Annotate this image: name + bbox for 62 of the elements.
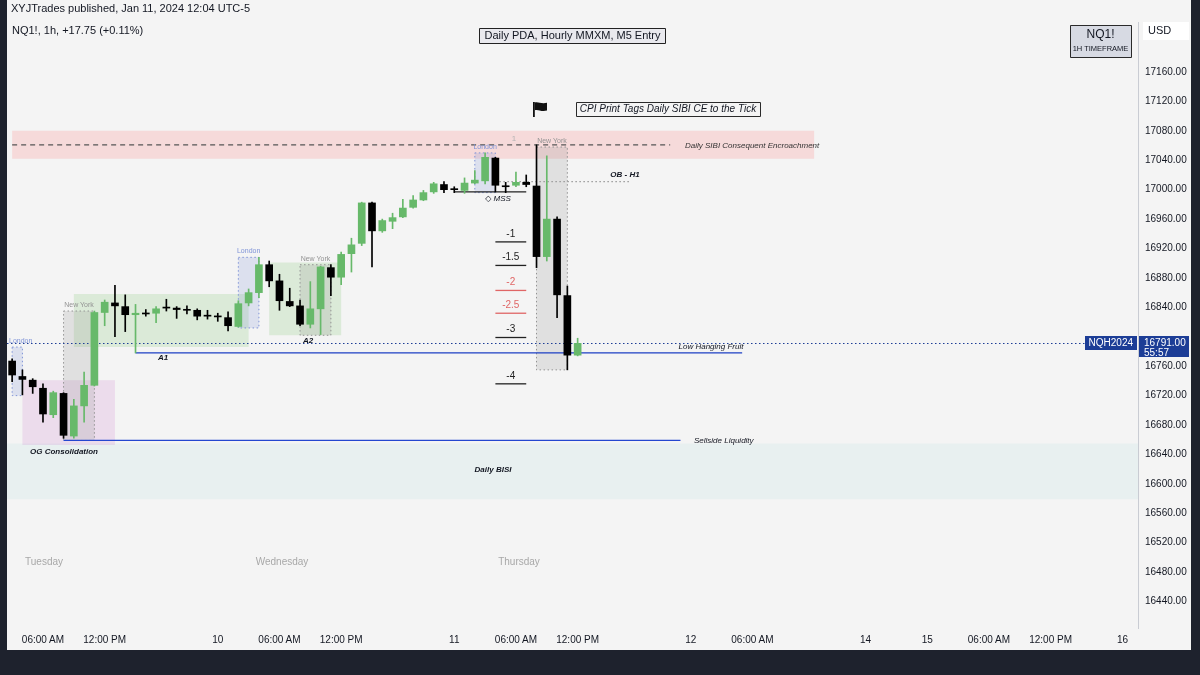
annotation: Thursday [498,555,540,567]
chart-subtitle: NQ1!, 1h, +17.75 (+0.11%) [12,24,144,37]
y-tick-label: 16720.00 [1145,389,1188,401]
x-tick-label: 12:00 PM [556,633,600,645]
candlestick [450,186,459,193]
y-tick-label: 16560.00 [1145,507,1188,519]
x-tick-label: 06:00 AM [21,633,65,645]
series-label: -3 [506,323,516,335]
text: 55:57 [1144,346,1170,358]
x-tick-label: 16 [1117,633,1129,645]
series-label: -1 [506,227,516,239]
annotation: Sellside Liquidity [694,436,755,446]
x-tick-label: 12:00 PM [1029,633,1073,645]
annotation: OB - H1 [610,170,641,180]
x-tick-label: 06:00 AM [967,633,1011,645]
y-tick-label: 17040.00 [1145,154,1188,166]
y-tick-label: 17080.00 [1145,124,1188,136]
y-tick-label: 16760.00 [1145,359,1188,371]
y-tick-label: 16520.00 [1145,536,1188,548]
annotation: ◇ MSS [485,194,512,204]
x-tick-label: 12:00 PM [319,633,363,645]
x-tick-label: 15 [921,633,934,645]
y-tick-label: 17000.00 [1145,183,1188,195]
text: Daily PDA, Hourly MMXM, M5 Entry [484,29,662,42]
x-tick-label: 10 [212,633,224,645]
annotation: A2 [301,336,314,346]
annotation: A1 [156,353,169,363]
candlestick [121,294,130,332]
annotation: CPI Print Tags Daily SIBI CE to the Tick [579,102,758,114]
x-tick-label: 06:00 AM [258,633,301,645]
series-label: -1.5 [502,251,520,263]
y-tick-label: 16480.00 [1145,565,1188,577]
annotation: Tuesday [25,555,63,567]
x-tick-label: 06:00 AM [731,633,774,645]
y-tick-label: 16960.00 [1145,212,1188,224]
y-tick-label: 16920.00 [1145,242,1188,254]
annotation: OG Consolidation [30,447,99,457]
y-tick-label: 16600.00 [1145,477,1188,489]
y-tick-label: 17160.00 [1145,65,1188,77]
x-tick-label: 14 [859,633,872,645]
x-tick-label: 12:00 PM [83,633,127,645]
annotation: Daily SIBI Consequent Encroachment [685,141,821,151]
x-tick-label: 11 [449,633,460,645]
annotation: Low Hanging Fruit [678,342,745,352]
annotation: NQ1! [1086,27,1115,42]
text: 16791.00 [1144,337,1187,349]
y-tick-label: 16680.00 [1145,418,1188,430]
ref-line-label: NQH2024 [1088,337,1134,349]
y-axis-title: USD [1148,24,1172,37]
y-tick-label: 16640.00 [1145,448,1188,460]
series-label: -2.5 [502,298,520,310]
y-tick-label: 16840.00 [1145,301,1188,313]
y-tick-label: 16880.00 [1145,271,1188,283]
text: XYJTrades published, Jan 11, 2024 12:04 UTC-5 [11,2,251,15]
series-label: -2 [506,276,516,288]
y-tick-label: 16440.00 [1145,595,1188,607]
x-tick-label: 06:00 AM [494,633,538,645]
annotation: Daily BISI [474,465,513,475]
series-label: -4 [506,369,516,381]
y-tick-label: 17120.00 [1145,95,1188,107]
x-tick-label: 12 [685,633,697,645]
annotation: Wednesday [255,555,309,567]
